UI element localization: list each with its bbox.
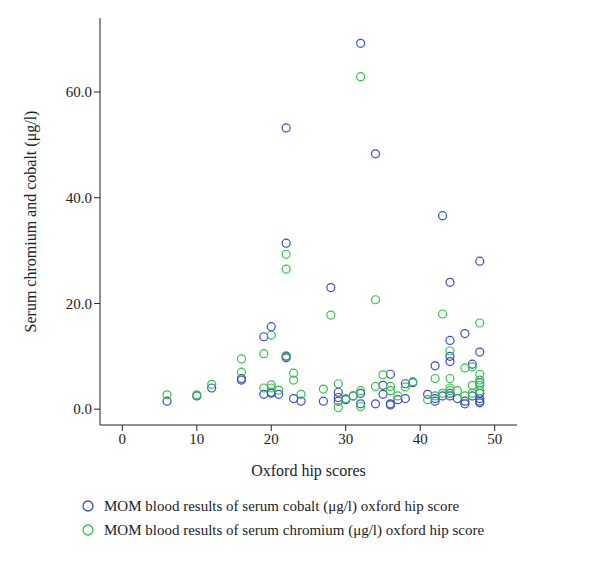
svg-text:20.0: 20.0 — [66, 296, 92, 312]
svg-text:20: 20 — [264, 431, 279, 447]
svg-text:60.0: 60.0 — [66, 84, 92, 100]
svg-text:10: 10 — [189, 431, 204, 447]
svg-text:40.0: 40.0 — [66, 190, 92, 206]
svg-text:Oxford hip scores: Oxford hip scores — [251, 462, 366, 480]
html-text:MOM blood results of serum cob: MOM blood results of serum cobalt (μg/l)… — [104, 497, 460, 514]
svg-text:50: 50 — [487, 431, 502, 447]
svg-text:30: 30 — [338, 431, 353, 447]
html-text:MOM blood results of serum chr: MOM blood results of serum chromium (μg/… — [104, 521, 485, 538]
svg-text:0: 0 — [119, 431, 127, 447]
svg-text:40: 40 — [413, 431, 428, 447]
svg-text:0.0: 0.0 — [73, 401, 92, 417]
svg-text:Serum chromium and cobalt (μg/: Serum chromium and cobalt (μg/l) — [22, 111, 40, 333]
